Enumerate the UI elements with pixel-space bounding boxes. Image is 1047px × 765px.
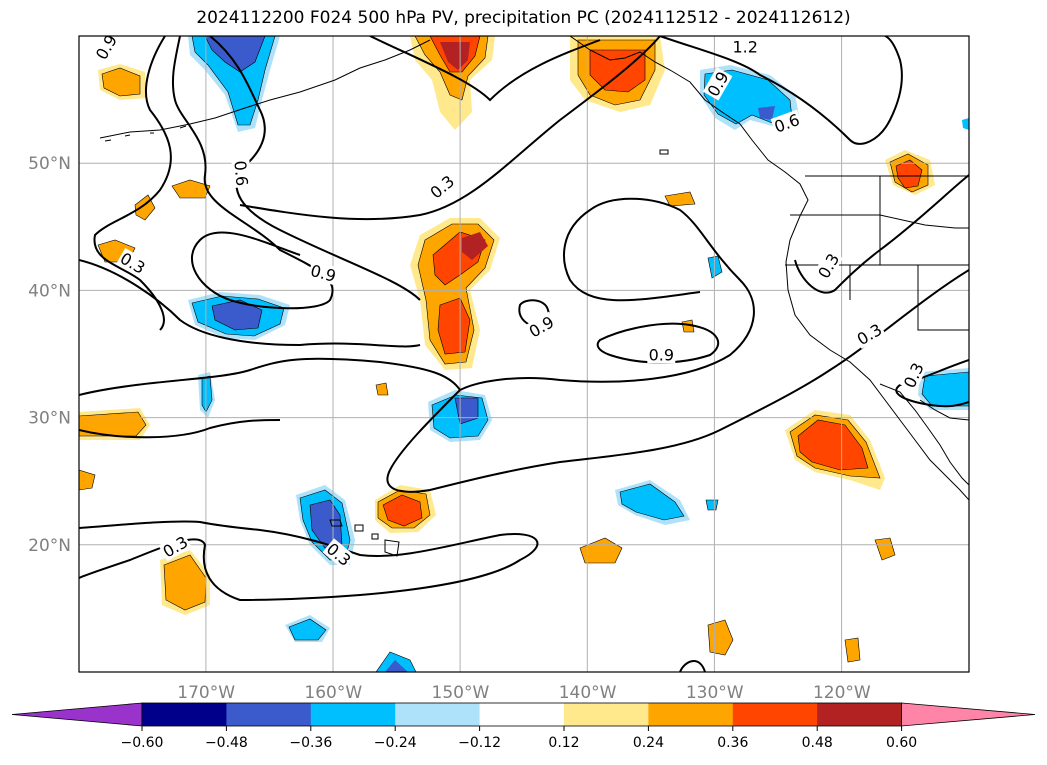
colorbar-tick-label-4: −0.12 [458, 735, 501, 751]
colorbar-arrow-left [11, 702, 143, 727]
contour-label-10: 0.9 [649, 345, 674, 364]
colorbar: −0.60 −0.48 −0.36 −0.24 −0.12 0.12 0.24 0.36 0.4… [11, 702, 1036, 751]
lon-label-2: 150°W [432, 683, 490, 703]
colorbar-tick-label-7: 0.36 [717, 735, 748, 751]
longitude-labels: 170°W 160°W 150°W 140°W 130°W 120°W [177, 683, 871, 703]
colorbar-tick-label-8: 0.48 [802, 735, 833, 751]
contour-label-bg-8 [813, 249, 844, 283]
colorbar-segment-8 [732, 703, 818, 726]
lat-label-2: 30°N [28, 409, 71, 429]
colorbar-arrow-right [901, 702, 1036, 727]
gridlines [79, 36, 969, 672]
contour-label-bg-12 [899, 358, 928, 392]
map-area: 0.9 1.20.90.60.6 0.30.3 0.9 0.30.90.90.30.30… [79, 36, 969, 672]
lat-label-1: 40°N [28, 281, 71, 301]
colorbar-segment-9 [817, 703, 903, 726]
colorbar-tick-label-3: −0.24 [374, 735, 417, 751]
contour-label-9: 0.9 [526, 312, 558, 341]
contour-label-5: 0.3 [426, 172, 458, 203]
contour-label-bg-14 [322, 538, 356, 571]
colorbar-tick-label-5: 0.12 [548, 735, 579, 751]
contour-label-bg-0 [91, 36, 121, 64]
lon-label-3: 140°W [559, 683, 617, 703]
colorbar-segment-6 [564, 703, 649, 726]
latitude-labels: 50°N 40°N 30°N 20°N [28, 154, 71, 556]
contour-label-1: 1.2 [733, 37, 758, 56]
contour-label-bg-1 [731, 37, 760, 56]
contour-label-bg-5 [425, 170, 459, 203]
colorbar-segment-1 [142, 703, 227, 726]
contour-label-bg-2 [702, 67, 733, 101]
precipitation-shading [79, 36, 969, 672]
colorbar-tick-label-6: 0.24 [633, 735, 664, 751]
lon-label-4: 130°W [686, 683, 744, 703]
contour-label-bg-10 [647, 345, 676, 364]
contour-label-bg-9 [524, 311, 558, 342]
contour-label-bg-6 [116, 248, 150, 278]
colorbar-frame [141, 702, 902, 727]
colorbar-segment-4 [395, 703, 481, 726]
contour-label-bg-11 [852, 319, 886, 349]
colorbar-tick-label-0: −0.60 [121, 735, 164, 751]
lon-label-5: 120°W [813, 683, 871, 703]
lat-label-0: 50°N [28, 154, 71, 174]
colorbar-tick-label-2: −0.36 [289, 735, 332, 751]
contour-label-bg-3 [770, 109, 804, 137]
lon-label-1: 160°W [304, 683, 362, 703]
contour-label-11: 0.3 [854, 320, 886, 349]
colorbar-tick-label-1: −0.48 [205, 735, 248, 751]
colorbar-segment-3 [310, 703, 396, 726]
contour-label-bg-7 [307, 260, 340, 286]
contour-label-7: 0.9 [308, 261, 338, 286]
colorbar-segment-5 [479, 703, 565, 726]
colorbar-tick-label-9: 0.60 [886, 735, 917, 751]
lon-label-0: 170°W [177, 683, 235, 703]
colorbar-segment-7 [648, 703, 734, 726]
pv-contours [79, 36, 969, 672]
map-frame [78, 35, 970, 673]
contour-label-bg-13 [158, 531, 192, 562]
lat-label-3: 20°N [28, 536, 71, 556]
colorbar-segment-2 [226, 703, 312, 726]
contour-label-8: 0.3 [814, 250, 843, 282]
contour-label-4: 0.6 [230, 160, 251, 187]
plot-title: 2024112200 F024 500 hPa PV, precipitatio… [196, 8, 851, 28]
contour-label-bg-4 [231, 158, 252, 189]
